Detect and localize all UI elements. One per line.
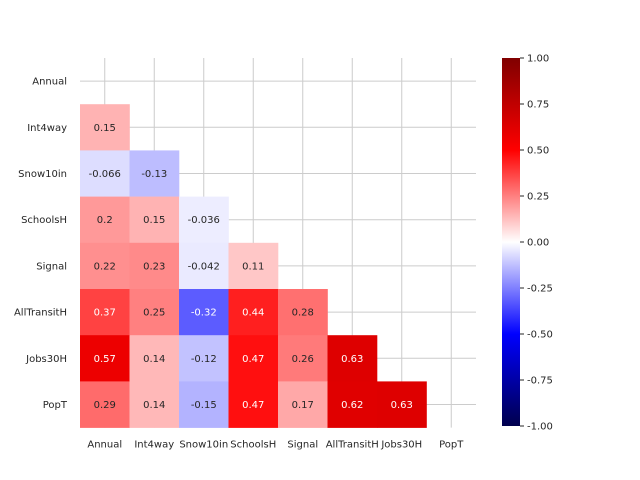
cell-value-label: 0.15 [143, 215, 165, 226]
heatmap-cell [179, 289, 229, 336]
heatmap-cell [228, 289, 279, 336]
y-tick-label: AllTransitH [14, 308, 67, 319]
x-tick-label: SchoolsH [230, 440, 276, 451]
heatmap-cell [80, 150, 130, 197]
heatmap-cell [179, 335, 229, 382]
cell-value-label: 0.23 [143, 261, 165, 272]
heatmap-cell [278, 335, 328, 382]
cell-value-label: 0.63 [341, 354, 363, 365]
heatmap-cell [129, 150, 180, 197]
heatmap-cell [80, 242, 130, 290]
cell-value-label: 0.26 [292, 354, 314, 365]
heatmap-cell [327, 335, 378, 382]
y-tick-label: Signal [36, 261, 67, 272]
colorbar-tick-label: 0.75 [527, 100, 549, 111]
heatmap-cell [179, 196, 229, 244]
y-tick-label: Annual [32, 77, 67, 88]
colorbar-gradient [502, 58, 520, 426]
cell-value-label: 0.14 [143, 354, 165, 365]
x-tick-label: Int4way [134, 440, 174, 451]
x-tick-label: Jobs30H [380, 440, 422, 451]
y-tick-label: Int4way [27, 123, 67, 134]
colorbar-tick-label: -0.25 [527, 284, 553, 295]
cell-value-label: 0.62 [341, 400, 363, 411]
cell-value-label: 0.47 [242, 400, 264, 411]
axis-labels: Annual Annual Int4way Int4way Snow10in Snow10… [14, 77, 464, 451]
y-tick-label: PopT [43, 400, 68, 411]
cell-value-label: -0.066 [89, 169, 121, 180]
heatmap-cell [80, 196, 130, 244]
x-tick-label: AllTransitH [326, 440, 379, 451]
y-tick-label: Jobs30H [25, 354, 67, 365]
colorbar-tick-label: -0.75 [527, 376, 553, 387]
heatmap-cell [228, 381, 279, 428]
heatmap-cell [228, 335, 279, 382]
cell-value-label: 0.11 [242, 261, 264, 272]
cell-value-label: -0.32 [191, 308, 217, 319]
cell-value-label: 0.15 [94, 123, 116, 134]
cell-value-label: 0.57 [94, 354, 116, 365]
cell-value-label: 0.29 [94, 400, 116, 411]
heatmap-cell [179, 381, 229, 428]
heatmap-cell [179, 242, 229, 290]
heatmap-cell [129, 381, 180, 428]
y-tick-label: SchoolsH [21, 215, 67, 226]
cell-value-label: 0.44 [242, 308, 264, 319]
cell-value-label: -0.042 [188, 261, 220, 272]
cell-value-label: 0.14 [143, 400, 165, 411]
heatmap-cell [377, 381, 427, 428]
heatmap-cell [129, 196, 180, 244]
heatmap-cell [278, 381, 328, 428]
cell-value-label: 0.47 [242, 354, 264, 365]
colorbar-tick-label: -0.50 [527, 330, 553, 341]
heatmap-cell [228, 242, 279, 290]
heatmap-cell [80, 335, 130, 382]
cell-value-label: -0.13 [141, 169, 167, 180]
heatmap-cell [327, 381, 378, 428]
x-tick-label: Snow10in [179, 440, 228, 451]
y-tick-label: Snow10in [18, 169, 67, 180]
cell-value-label: 0.28 [292, 308, 314, 319]
heatmap-cells: 0.15 -0.066 -0.13 0.2 0.15 -0.036 0.22 0.23 -0.0… [80, 104, 427, 428]
colorbar-tick-label: 0.25 [527, 192, 549, 203]
cell-value-label: 0.37 [94, 308, 116, 319]
x-tick-label: Annual [87, 440, 122, 451]
cell-value-label: 0.17 [292, 400, 314, 411]
cell-value-label: -0.036 [188, 215, 220, 226]
heatmap-cell [129, 242, 180, 290]
heatmap-cell [80, 289, 130, 336]
colorbar-tick-label: -1.00 [527, 422, 553, 433]
colorbar: -1.00 -0.75 -0.50 -0.25 0.00 0.25 0.50 0.75 1.00 [502, 54, 553, 433]
colorbar-tick-label: 1.00 [527, 54, 549, 65]
x-tick-label: Signal [287, 440, 318, 451]
heatmap-cell [129, 335, 180, 382]
colorbar-tick-label: 0.50 [527, 146, 549, 157]
heatmap-cell [278, 289, 328, 336]
cell-value-label: 0.2 [97, 215, 113, 226]
cell-value-label: 0.22 [94, 261, 116, 272]
cell-value-label: 0.25 [143, 308, 165, 319]
cell-value-label: -0.15 [191, 400, 217, 411]
heatmap-cell [80, 381, 130, 428]
heatmap-cell [80, 104, 130, 151]
heatmap-cell [129, 289, 180, 336]
x-tick-label: PopT [439, 440, 464, 451]
cell-value-label: -0.12 [191, 354, 217, 365]
colorbar-tick-label: 0.00 [527, 238, 549, 249]
cell-value-label: 0.63 [391, 400, 413, 411]
